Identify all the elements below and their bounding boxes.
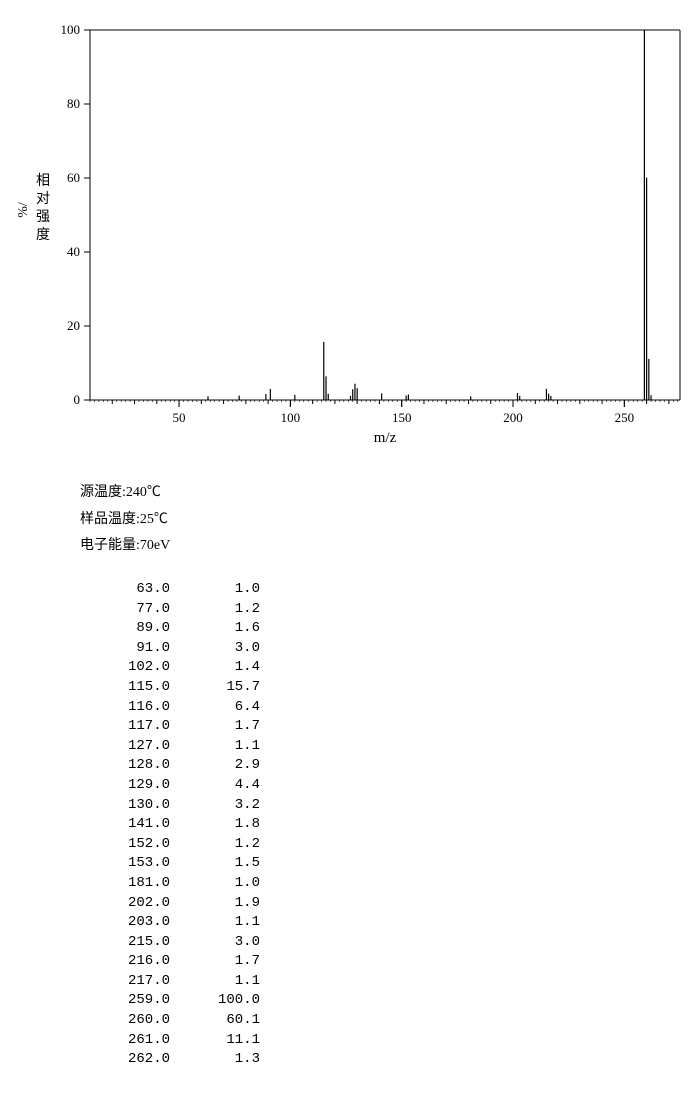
intensity-cell: 1.5 — [170, 854, 260, 874]
intensity-cell: 1.2 — [170, 600, 260, 620]
intensity-cell: 4.4 — [170, 776, 260, 796]
intensity-cell: 1.1 — [170, 913, 260, 933]
table-row: 89.01.6 — [80, 619, 260, 639]
mz-cell: 115.0 — [80, 678, 170, 698]
mz-cell: 216.0 — [80, 952, 170, 972]
table-row: 116.06.4 — [80, 698, 260, 718]
svg-text:20: 20 — [67, 318, 80, 333]
intensity-cell: 2.9 — [170, 756, 260, 776]
mz-cell: 261.0 — [80, 1031, 170, 1051]
svg-text:50: 50 — [173, 410, 186, 425]
table-row: 77.01.2 — [80, 600, 260, 620]
svg-text:60: 60 — [67, 170, 80, 185]
svg-text:m/z: m/z — [374, 430, 397, 446]
table-row: 63.01.0 — [80, 580, 260, 600]
svg-text:%/: %/ — [16, 202, 31, 218]
svg-text:100: 100 — [61, 22, 81, 37]
mz-cell: 202.0 — [80, 894, 170, 914]
mz-cell: 128.0 — [80, 756, 170, 776]
svg-text:200: 200 — [503, 410, 523, 425]
svg-text:对: 对 — [36, 191, 50, 207]
intensity-cell: 15.7 — [170, 678, 260, 698]
table-row: 202.01.9 — [80, 894, 260, 914]
table-row: 259.0100.0 — [80, 991, 260, 1011]
table-row: 153.01.5 — [80, 854, 260, 874]
intensity-cell: 3.2 — [170, 796, 260, 816]
table-row: 217.01.1 — [80, 972, 260, 992]
table-row: 181.01.0 — [80, 874, 260, 894]
table-row: 141.01.8 — [80, 815, 260, 835]
mz-cell: 262.0 — [80, 1050, 170, 1070]
intensity-cell: 1.0 — [170, 874, 260, 894]
mz-cell: 63.0 — [80, 580, 170, 600]
mz-cell: 116.0 — [80, 698, 170, 718]
mz-cell: 130.0 — [80, 796, 170, 816]
table-row: 129.04.4 — [80, 776, 260, 796]
intensity-cell: 1.9 — [170, 894, 260, 914]
mz-cell: 260.0 — [80, 1011, 170, 1031]
mz-cell: 217.0 — [80, 972, 170, 992]
table-row: 127.01.1 — [80, 737, 260, 757]
intensity-cell: 3.0 — [170, 639, 260, 659]
table-row: 152.01.2 — [80, 835, 260, 855]
mz-cell: 181.0 — [80, 874, 170, 894]
table-row: 203.01.1 — [80, 913, 260, 933]
svg-text:0: 0 — [74, 392, 81, 407]
intensity-cell: 1.1 — [170, 972, 260, 992]
table-row: 117.01.7 — [80, 717, 260, 737]
intensity-cell: 1.1 — [170, 737, 260, 757]
intensity-cell: 1.4 — [170, 658, 260, 678]
intensity-cell: 100.0 — [170, 991, 260, 1011]
svg-text:强: 强 — [36, 210, 50, 225]
mz-cell: 117.0 — [80, 717, 170, 737]
intensity-cell: 1.7 — [170, 717, 260, 737]
svg-text:100: 100 — [281, 410, 301, 425]
table-row: 115.015.7 — [80, 678, 260, 698]
intensity-cell: 1.3 — [170, 1050, 260, 1070]
peak-data-table: 63.01.077.01.289.01.691.03.0102.01.4115.… — [80, 580, 260, 1070]
sample-temp: 样品温度:25℃ — [80, 507, 170, 534]
mz-cell: 203.0 — [80, 913, 170, 933]
mz-cell: 127.0 — [80, 737, 170, 757]
mz-cell: 89.0 — [80, 619, 170, 639]
svg-text:40: 40 — [67, 244, 80, 259]
intensity-cell: 1.2 — [170, 835, 260, 855]
svg-text:250: 250 — [615, 410, 635, 425]
intensity-cell: 60.1 — [170, 1011, 260, 1031]
intensity-cell: 3.0 — [170, 933, 260, 953]
table-row: 128.02.9 — [80, 756, 260, 776]
intensity-cell: 6.4 — [170, 698, 260, 718]
mz-cell: 129.0 — [80, 776, 170, 796]
table-row: 262.01.3 — [80, 1050, 260, 1070]
svg-text:80: 80 — [67, 96, 80, 111]
table-row: 215.03.0 — [80, 933, 260, 953]
intensity-cell: 1.6 — [170, 619, 260, 639]
mz-cell: 77.0 — [80, 600, 170, 620]
mz-cell: 215.0 — [80, 933, 170, 953]
info-section: 源温度:240℃ 样品温度:25℃ 电子能量:70eV — [80, 480, 170, 560]
intensity-cell: 1.7 — [170, 952, 260, 972]
intensity-cell: 11.1 — [170, 1031, 260, 1051]
mz-cell: 152.0 — [80, 835, 170, 855]
intensity-cell: 1.8 — [170, 815, 260, 835]
svg-text:150: 150 — [392, 410, 412, 425]
mass-spectrum-chart: 0 20 40 60 80 100 50 100 150 200 250 m/z 相对强度 %/ — [15, 20, 685, 450]
table-row: 102.01.4 — [80, 658, 260, 678]
mz-cell: 259.0 — [80, 991, 170, 1011]
spectrum-svg: 0 20 40 60 80 100 50 100 150 200 250 m/z 相对强度 %/ — [15, 20, 685, 450]
table-row: 130.03.2 — [80, 796, 260, 816]
table-row: 260.060.1 — [80, 1011, 260, 1031]
mz-cell: 141.0 — [80, 815, 170, 835]
electron-energy: 电子能量:70eV — [80, 533, 170, 560]
source-temp: 源温度:240℃ — [80, 480, 170, 507]
mz-cell: 153.0 — [80, 854, 170, 874]
table-row: 261.011.1 — [80, 1031, 260, 1051]
intensity-cell: 1.0 — [170, 580, 260, 600]
table-row: 216.01.7 — [80, 952, 260, 972]
svg-text:相: 相 — [36, 173, 50, 189]
svg-text:度: 度 — [36, 227, 50, 243]
table-row: 91.03.0 — [80, 639, 260, 659]
mz-cell: 102.0 — [80, 658, 170, 678]
mz-cell: 91.0 — [80, 639, 170, 659]
